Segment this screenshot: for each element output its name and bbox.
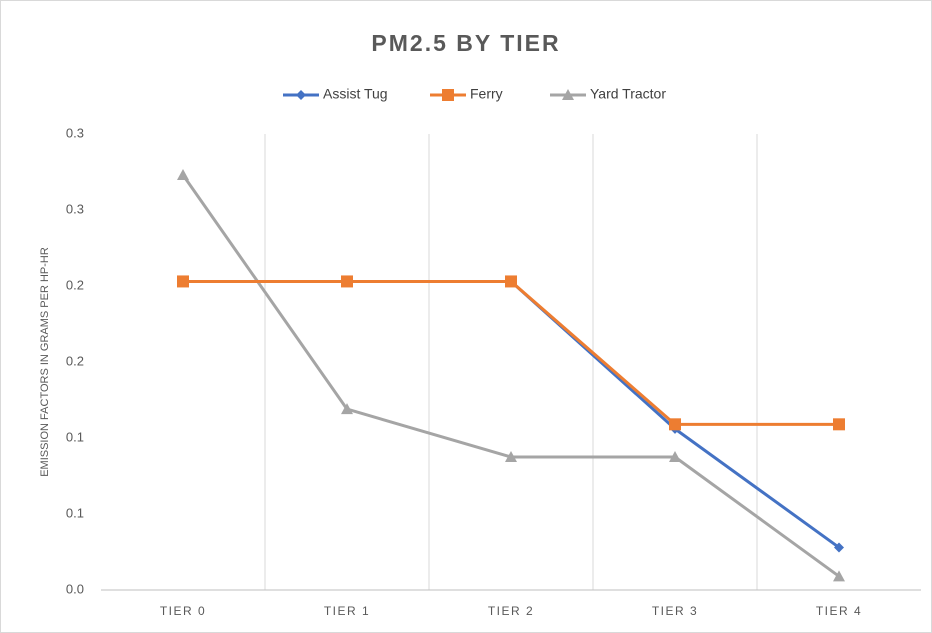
y-tick-label: 0.2 [66, 353, 84, 368]
legend-label: Yard Tractor [590, 86, 666, 102]
data-point [341, 403, 353, 415]
data-point [834, 542, 844, 553]
y-tick-label: 0.3 [66, 125, 84, 140]
y-tick-label: 0.2 [66, 277, 84, 292]
x-tick-label: TIER 4 [816, 604, 862, 618]
data-point [177, 275, 189, 288]
data-point [505, 451, 517, 462]
data-point [669, 418, 681, 431]
y-tick-label: 0.1 [66, 429, 84, 444]
data-point [669, 451, 681, 462]
chart-title: PM2.5 BY TIER [371, 30, 560, 56]
x-tick-label: TIER 1 [324, 604, 370, 618]
data-point [505, 275, 517, 288]
y-tick-label: 0.3 [66, 201, 84, 216]
x-tick-label: TIER 2 [488, 604, 534, 618]
legend-marker [296, 90, 306, 100]
x-tick-label: TIER 0 [160, 604, 206, 618]
data-point [341, 275, 353, 288]
data-point [833, 570, 845, 582]
x-tick-label: TIER 3 [652, 604, 698, 618]
legend-marker [562, 89, 574, 100]
legend-label: Ferry [470, 86, 503, 102]
y-axis-label: EMISSION FACTORS IN GRAMS PER HP-HR [39, 247, 51, 477]
y-tick-label: 0.0 [66, 581, 84, 596]
legend-marker [442, 89, 454, 101]
data-point [177, 169, 189, 181]
y-tick-label: 0.1 [66, 505, 84, 520]
data-point [833, 418, 845, 431]
legend-label: Assist Tug [323, 86, 388, 102]
